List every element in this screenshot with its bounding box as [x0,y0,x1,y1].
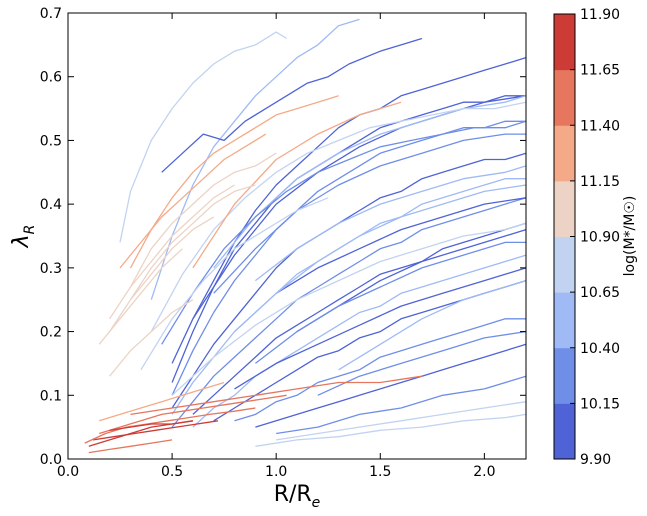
series-line-35 [119,133,267,269]
series-line-13 [234,318,526,422]
series-line-24 [192,95,527,320]
x-tick-label: 0.0 [57,464,79,480]
colorbar-tick-label: 11.65 [580,63,620,79]
y-tick-label: 0.7 [40,6,62,22]
x-axis-label-main: R/R [274,482,312,507]
series-line-7 [171,152,527,409]
series-line-2 [150,18,360,300]
series-line-9 [171,197,527,428]
series-line-26 [234,184,527,333]
x-tick-label: 1.0 [265,464,287,480]
colorbar-segment [554,236,575,293]
series-line-31 [150,101,527,332]
series-line-3 [161,37,423,173]
series-line-22 [255,165,527,282]
colorbar-tick-label: 10.90 [580,230,620,246]
colorbar-label: log(M*/M☉) [622,196,638,277]
colorbar-tick-label: 11.90 [580,7,620,23]
y-tick-label: 0.6 [40,70,62,86]
plot-frame [67,12,527,460]
y-tick-label: 0.3 [40,261,62,277]
plot-lines [84,18,527,454]
x-tick-label: 0.5 [161,464,183,480]
y-tick-label: 0.2 [40,325,62,341]
colorbar-tick-label: 11.40 [580,118,620,134]
x-tick-label: 1.5 [369,464,391,480]
y-axis-label-sub: R [22,225,38,235]
series-line-5 [171,95,526,383]
series-line-23 [213,133,526,294]
y-tick-label: 0.4 [40,197,62,213]
series-line-38 [98,248,183,345]
colorbar-ticks: 9.90 10.15 10.40 10.65 10.90 11.15 11.40 11.65 1… [570,7,620,468]
colorbar [553,13,576,460]
colorbar-segment [554,14,575,71]
series-line-40 [192,101,402,269]
series-line-45 [99,394,287,435]
y-tick-label: 0.0 [40,452,62,468]
colorbar-segment [554,347,575,404]
series-line-43 [92,420,218,441]
series-line-27 [255,241,526,364]
x-axis-label: R/Re [274,482,321,511]
y-axis-label: λR [9,225,38,249]
colorbar-segment [554,180,575,237]
y-tick-label: 0.5 [40,133,62,149]
series-line-33 [109,216,215,332]
series-line-21 [275,197,527,294]
series-line-1 [119,31,287,243]
series-line-18 [317,330,527,396]
x-axis-ticks: 0.0 0.5 1.0 1.5 2.0 [57,13,495,480]
colorbar-label-group: log(M*/M☉) [622,196,638,277]
series-line-47 [88,439,173,454]
colorbar-segment [554,69,575,126]
series-line-48 [109,420,193,431]
series-line-49 [99,381,225,422]
x-tick-label: 2.0 [473,464,495,480]
y-axis-label-group: λR [9,225,38,249]
colorbar-segment [554,403,575,460]
y-axis-ticks: 0.0 0.1 0.2 0.3 0.4 0.5 0.6 0.7 [40,6,526,468]
series-line-6 [171,120,526,396]
y-tick-label: 0.1 [40,388,62,404]
series-line-46 [130,375,422,416]
colorbar-tick-label: 10.15 [580,396,620,412]
colorbar-segment [554,125,575,182]
series-line-32 [140,197,329,371]
series-line-17 [255,413,527,447]
series-line-4 [171,56,527,364]
series-line-14 [255,343,527,428]
series-line-37 [129,152,277,288]
colorbar-tick-label: 11.15 [580,174,620,190]
series-line-28 [234,267,527,390]
series-line-10 [192,222,527,415]
series-line-29 [171,222,527,396]
series-line-41 [129,184,256,301]
series-line-30 [161,120,527,345]
colorbar-tick-label: 9.90 [580,452,611,468]
series-line-11 [192,254,527,428]
x-axis-label-sub: e [312,495,321,511]
series-line-15 [276,375,527,435]
series-line-25 [213,95,527,269]
series-line-19 [338,279,527,371]
series-line-36 [129,95,339,269]
colorbar-tick-label: 10.65 [580,285,620,301]
colorbar-segment [554,292,575,349]
y-axis-label-main: λ [9,234,34,248]
series-line-39 [109,299,194,377]
colorbar-tick-label: 10.40 [580,341,620,357]
series-line-16 [276,401,527,441]
series-line-44 [84,407,256,444]
